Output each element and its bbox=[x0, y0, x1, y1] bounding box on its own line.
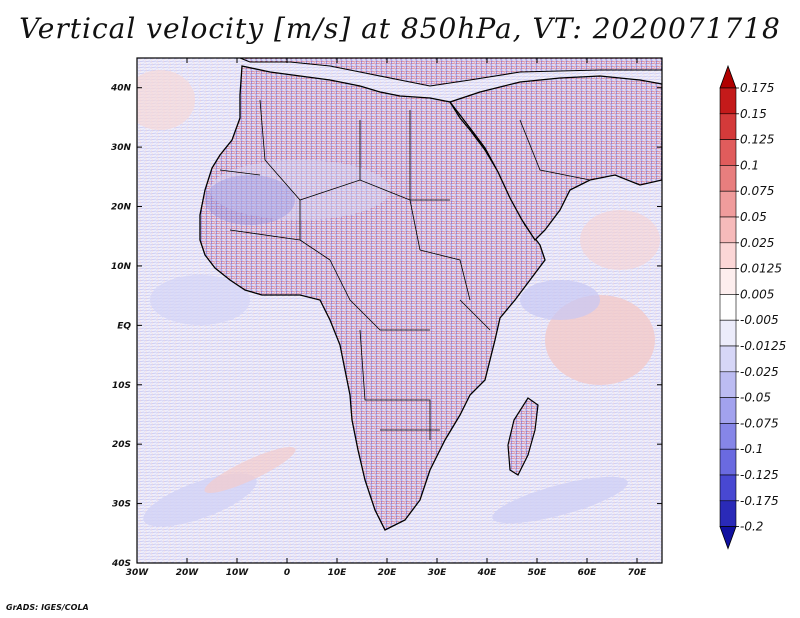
colorbar-level-label: 0.1 bbox=[740, 158, 759, 172]
colorbar-swatch bbox=[719, 139, 737, 166]
colorbar-swatch bbox=[719, 345, 737, 373]
ocean-swirl-patch bbox=[492, 476, 628, 524]
map-frame bbox=[136, 57, 663, 564]
colorbar-level-label: -0.025 bbox=[740, 365, 779, 379]
ocean-swirl-patch bbox=[204, 447, 296, 493]
colorbar-swatch bbox=[719, 242, 737, 269]
lon-label: 30E bbox=[428, 568, 448, 578]
colorbar-swatch bbox=[719, 474, 737, 502]
lat-label: 40N bbox=[110, 84, 132, 94]
lon-label: 60E bbox=[578, 568, 598, 578]
colorbar-swatch bbox=[719, 500, 737, 527]
colorbar-level-label: -0.2 bbox=[740, 520, 763, 534]
colorbar-level-label: 0.175 bbox=[740, 81, 774, 95]
lat-label: 10S bbox=[112, 381, 131, 391]
lon-label: 20E bbox=[378, 568, 398, 578]
colorbar-swatch bbox=[719, 113, 737, 140]
lon-label: 50E bbox=[528, 568, 548, 578]
colorbar-level-label: 0.15 bbox=[740, 107, 767, 121]
ocean-swirl-patch bbox=[137, 70, 195, 130]
colorbar: 0.175 0.15 0.125 0.1 0.075 0.05 0.025 0.0125 0.0… bbox=[719, 64, 786, 550]
lat-label: 40S bbox=[111, 559, 131, 569]
europe-landmass bbox=[239, 58, 662, 87]
colorbar-level-label: -0.0125 bbox=[740, 339, 786, 353]
ocean-swirl-patch bbox=[580, 210, 660, 270]
lon-label: 70E bbox=[628, 568, 648, 578]
africa-landmass bbox=[199, 65, 546, 531]
colorbar-swatch bbox=[719, 165, 737, 192]
lon-label: 20W bbox=[176, 568, 200, 578]
lon-label: 30W bbox=[126, 568, 150, 578]
country-borders bbox=[219, 99, 591, 440]
colorbar-swatch bbox=[719, 397, 737, 424]
colorbar-level-label: -0.125 bbox=[740, 468, 779, 482]
footer-credit: GrADS: IGES/COLA bbox=[6, 603, 89, 612]
colorbar-swatch bbox=[719, 448, 737, 476]
colorbar-swatch bbox=[719, 216, 737, 244]
lon-label: 10E bbox=[328, 568, 348, 578]
colorbar-level-label: -0.175 bbox=[740, 494, 779, 508]
madagascar bbox=[507, 397, 539, 476]
lat-label: 20N bbox=[111, 203, 132, 213]
lon-label: 40E bbox=[477, 568, 498, 578]
colorbar-level-label: 0.0125 bbox=[740, 262, 782, 276]
colorbar-bottom-arrow bbox=[719, 526, 737, 550]
colorbar-level-label: 0.005 bbox=[740, 287, 774, 301]
colorbar-swatch bbox=[719, 319, 737, 347]
colorbar-level-label: 0.025 bbox=[740, 236, 774, 250]
lon-label: 0 bbox=[284, 568, 290, 578]
lat-label: 20S bbox=[112, 440, 131, 450]
colorbar-level-label: -0.05 bbox=[740, 391, 771, 405]
lat-label: 30N bbox=[111, 143, 132, 153]
ocean-swirl-patch bbox=[520, 280, 600, 320]
lat-label: 30S bbox=[112, 500, 131, 510]
colorbar-level-label: -0.1 bbox=[740, 442, 763, 456]
colorbar-swatch bbox=[719, 190, 737, 218]
colorbar-swatch bbox=[719, 294, 737, 321]
lon-label: 10W bbox=[226, 568, 250, 578]
lat-label: 10N bbox=[111, 262, 132, 272]
ocean-swirl-patch bbox=[150, 275, 250, 325]
colorbar-top-arrow bbox=[719, 64, 737, 89]
colorbar-level-label: 0.075 bbox=[740, 184, 774, 198]
colorbar-swatch bbox=[719, 371, 737, 398]
colorbar-level-label: -0.005 bbox=[740, 313, 779, 327]
colorbar-swatch bbox=[719, 87, 737, 115]
page-title: Vertical velocity [m/s] at 850hPa, VT: 2… bbox=[19, 12, 781, 45]
colorbar-level-label: 0.125 bbox=[740, 133, 774, 147]
lat-label: EQ bbox=[117, 321, 131, 331]
colorbar-level-label: 0.05 bbox=[740, 210, 767, 224]
colorbar-swatch bbox=[719, 423, 737, 450]
colorbar-level-label: -0.075 bbox=[740, 416, 779, 430]
colorbar-swatch bbox=[719, 268, 737, 295]
